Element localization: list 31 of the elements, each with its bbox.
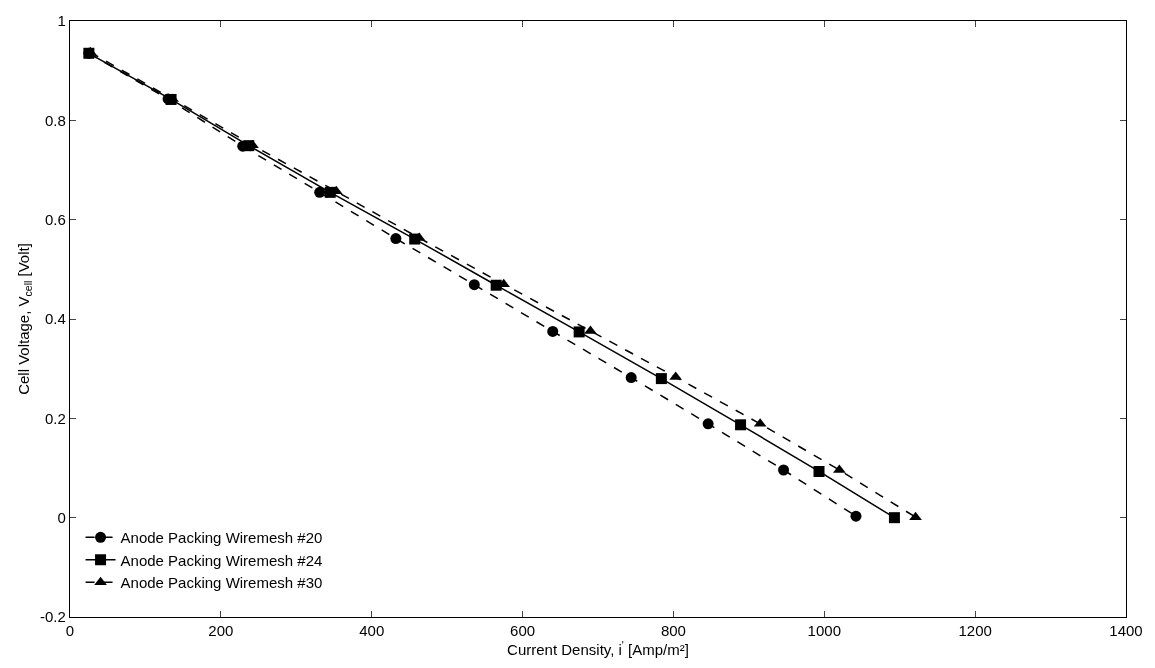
x-axis-title: Current Density, i$^{'}$ [Amp/m²] (507, 639, 689, 659)
point (314, 186, 326, 198)
x-tick-label: 1000 (807, 622, 841, 640)
x-tick-label: 1200 (958, 622, 992, 640)
y-tick-label: 0.4 (45, 310, 66, 328)
y-tick-label: 0 (57, 508, 66, 526)
point (735, 419, 747, 431)
point (850, 510, 862, 522)
point (888, 512, 900, 524)
point (573, 326, 585, 338)
y-tick-label: 0.6 (45, 210, 66, 228)
x-tick-label: 1400 (1109, 622, 1143, 640)
x-tick-label: 600 (510, 622, 536, 640)
legend-label: Anode Packing Wiremesh #20 (120, 529, 323, 547)
legend-label: Anode Packing Wiremesh #24 (120, 551, 323, 569)
point (655, 373, 667, 385)
point (702, 418, 714, 430)
point (813, 465, 825, 477)
point (778, 464, 790, 476)
point (468, 279, 480, 291)
y-tick-label: 1 (57, 12, 66, 30)
x-tick-label: 800 (660, 622, 686, 640)
legend-label: Anode Packing Wiremesh #30 (120, 574, 323, 592)
y-tick-label: -0.2 (40, 608, 66, 626)
x-tick-label: 400 (359, 622, 385, 640)
y-tick-label: 0.2 (45, 409, 66, 427)
point (625, 372, 637, 384)
point (390, 233, 402, 245)
y-tick-label: 0.8 (45, 111, 66, 129)
x-tick-label: 200 (208, 622, 234, 640)
point (547, 325, 559, 337)
